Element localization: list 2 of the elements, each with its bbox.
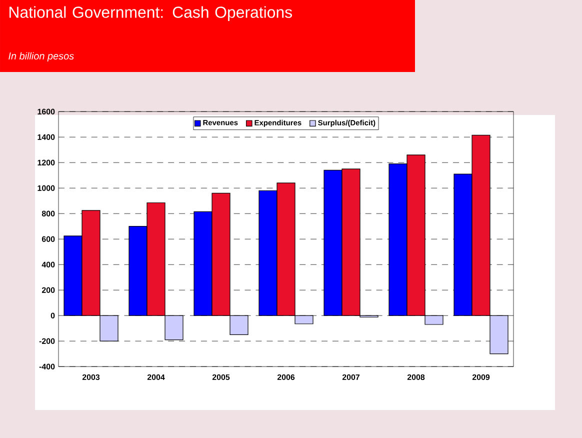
chart-subtitle: In billion pesos xyxy=(8,52,74,62)
chart-title: National Government: Cash Operations xyxy=(10,6,292,22)
